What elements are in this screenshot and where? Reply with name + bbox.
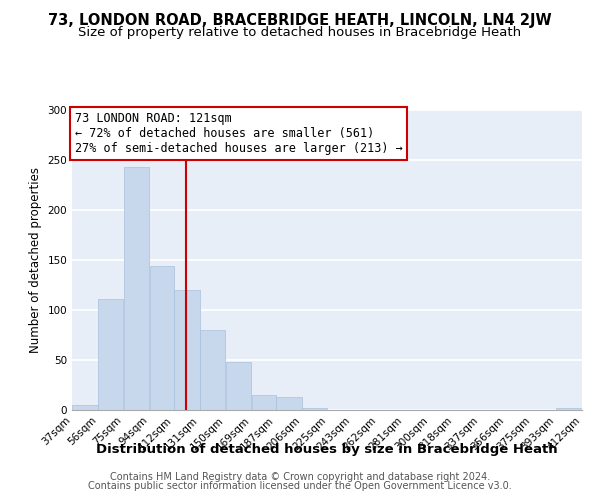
Bar xyxy=(252,395,276,410)
Text: Size of property relative to detached houses in Bracebridge Heath: Size of property relative to detached ho… xyxy=(79,26,521,39)
Text: Contains HM Land Registry data © Crown copyright and database right 2024.: Contains HM Land Registry data © Crown c… xyxy=(110,472,490,482)
Bar xyxy=(276,397,302,410)
Text: Contains public sector information licensed under the Open Government Licence v3: Contains public sector information licen… xyxy=(88,481,512,491)
Bar xyxy=(98,299,124,410)
Bar xyxy=(302,408,328,410)
Text: 73, LONDON ROAD, BRACEBRIDGE HEATH, LINCOLN, LN4 2JW: 73, LONDON ROAD, BRACEBRIDGE HEATH, LINC… xyxy=(48,12,552,28)
Bar xyxy=(200,330,226,410)
Bar xyxy=(174,290,200,410)
Bar xyxy=(124,167,149,410)
Bar xyxy=(556,408,582,410)
Text: Distribution of detached houses by size in Bracebridge Heath: Distribution of detached houses by size … xyxy=(96,442,558,456)
Text: 73 LONDON ROAD: 121sqm
← 72% of detached houses are smaller (561)
27% of semi-de: 73 LONDON ROAD: 121sqm ← 72% of detached… xyxy=(75,112,403,155)
Bar xyxy=(72,405,98,410)
Bar xyxy=(226,362,251,410)
Bar xyxy=(150,266,174,410)
Y-axis label: Number of detached properties: Number of detached properties xyxy=(29,167,42,353)
